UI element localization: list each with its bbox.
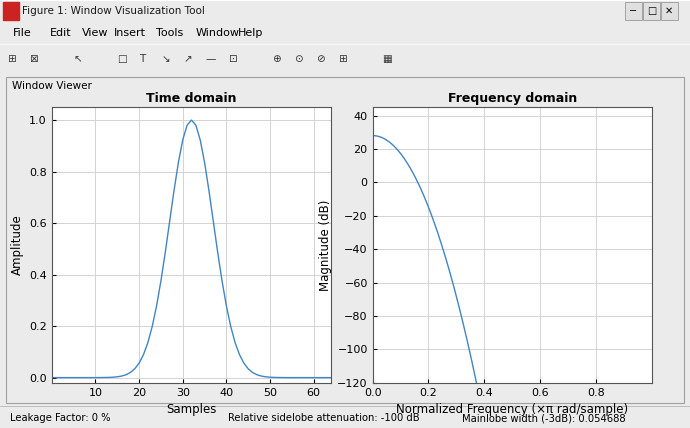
Title: Time domain: Time domain bbox=[146, 92, 237, 104]
Text: Leakage Factor: 0 %: Leakage Factor: 0 % bbox=[10, 413, 111, 423]
Text: Window: Window bbox=[195, 28, 239, 38]
Text: View: View bbox=[81, 28, 108, 38]
Text: T: T bbox=[139, 54, 146, 64]
Text: ⊙: ⊙ bbox=[294, 54, 303, 64]
Text: □: □ bbox=[117, 54, 127, 64]
Text: File: File bbox=[12, 28, 31, 38]
Text: ⊞: ⊞ bbox=[7, 54, 16, 64]
Text: ↖: ↖ bbox=[73, 54, 82, 64]
Text: □: □ bbox=[647, 6, 656, 16]
Bar bbox=[661, 2, 678, 20]
Text: ⊕: ⊕ bbox=[272, 54, 281, 64]
X-axis label: Samples: Samples bbox=[166, 403, 217, 416]
Y-axis label: Magnitude (dB): Magnitude (dB) bbox=[319, 199, 332, 291]
Text: ▦: ▦ bbox=[382, 54, 392, 64]
Text: ⊠: ⊠ bbox=[29, 54, 38, 64]
Bar bbox=[3, 2, 19, 20]
Bar bbox=[643, 2, 660, 20]
Text: Help: Help bbox=[238, 28, 264, 38]
Text: Tools: Tools bbox=[156, 28, 183, 38]
Text: ⊘: ⊘ bbox=[316, 54, 325, 64]
Text: Insert: Insert bbox=[114, 28, 146, 38]
Text: Edit: Edit bbox=[50, 28, 71, 38]
Text: ✕: ✕ bbox=[665, 6, 673, 16]
Text: Figure 1: Window Visualization Tool: Figure 1: Window Visualization Tool bbox=[22, 6, 205, 16]
Title: Frequency domain: Frequency domain bbox=[448, 92, 577, 104]
Text: Relative sidelobe attenuation: -100 dB: Relative sidelobe attenuation: -100 dB bbox=[228, 413, 420, 423]
Text: Mainlobe width (-3dB): 0.054688: Mainlobe width (-3dB): 0.054688 bbox=[462, 413, 626, 423]
Text: ⊡: ⊡ bbox=[228, 54, 237, 64]
Text: −: − bbox=[629, 6, 638, 16]
Text: ↘: ↘ bbox=[161, 54, 170, 64]
X-axis label: Normalized Frequency (×π rad/sample): Normalized Frequency (×π rad/sample) bbox=[396, 403, 629, 416]
Text: ⊞: ⊞ bbox=[338, 54, 347, 64]
Text: —: — bbox=[206, 54, 216, 64]
Text: ↗: ↗ bbox=[184, 54, 193, 64]
Y-axis label: Amplitude: Amplitude bbox=[10, 214, 23, 275]
Text: Window Viewer: Window Viewer bbox=[12, 81, 92, 91]
Bar bbox=[625, 2, 642, 20]
